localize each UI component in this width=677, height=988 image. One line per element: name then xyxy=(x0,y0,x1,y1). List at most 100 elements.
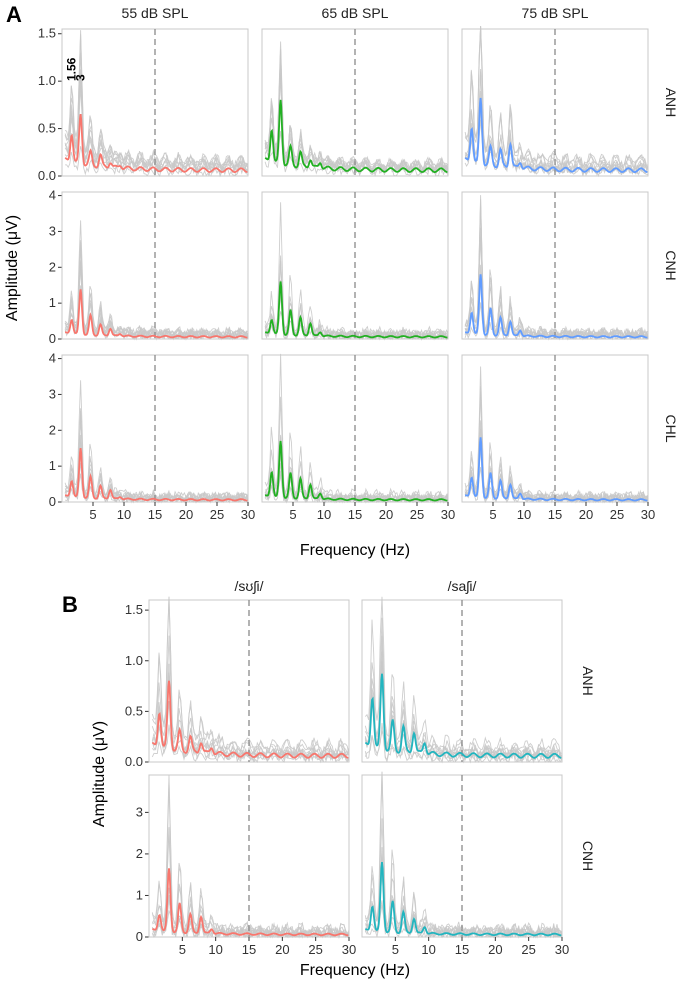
x-tick-label: 10 xyxy=(117,507,131,522)
y-tick-label: 1 xyxy=(136,887,143,902)
x-tick-label: 15 xyxy=(348,507,362,522)
individual-trace xyxy=(64,52,249,173)
panel-a-y-axis-title: Amplitude (μV) xyxy=(4,215,21,321)
strip-label-b-row-cnh: CNH xyxy=(580,841,596,871)
y-tick-label: 0 xyxy=(136,929,143,944)
individual-trace xyxy=(64,87,249,174)
facet-a-chl-65-db-spl xyxy=(261,353,449,504)
individual-trace xyxy=(364,596,563,755)
x-tick-label: 25 xyxy=(410,507,424,522)
individual-trace xyxy=(264,353,449,501)
y-tick-label: 0 xyxy=(49,494,56,509)
individual-trace xyxy=(151,596,350,756)
x-tick-label: 25 xyxy=(308,942,322,957)
y-tick-label: 3 xyxy=(49,223,56,238)
panel-a-x-axis-title: Frequency (Hz) xyxy=(300,542,410,559)
x-tick-label: 5 xyxy=(179,942,186,957)
peak-annotation: 1.56 xyxy=(65,57,79,81)
individual-trace xyxy=(364,729,562,764)
strip-label-b-row-anh: ANH xyxy=(580,666,596,696)
x-tick-label: 5 xyxy=(289,507,296,522)
y-tick-label: 0.0 xyxy=(125,754,143,769)
y-tick-label: 1 xyxy=(49,295,56,310)
x-tick-label: 20 xyxy=(379,507,393,522)
x-tick-label: 5 xyxy=(89,507,96,522)
y-tick-label: 1 xyxy=(49,458,56,473)
individual-trace xyxy=(464,26,649,171)
strip-label-b-col-1: /sʊʃi/ xyxy=(235,578,264,594)
facet-b-cnh-sa-i xyxy=(361,771,563,939)
individual-trace xyxy=(464,105,649,176)
mean-line xyxy=(464,274,648,339)
y-tick-label: 2 xyxy=(49,259,56,274)
x-tick-label: 25 xyxy=(610,507,624,522)
individual-trace xyxy=(264,54,449,174)
y-tick-label: 1.0 xyxy=(125,653,143,668)
facet-a-chl-55-db-spl xyxy=(61,354,249,504)
panel-b-letter: B xyxy=(62,592,78,617)
individual-trace xyxy=(364,904,563,939)
x-tick-label: 15 xyxy=(242,942,256,957)
y-tick-label: 1.5 xyxy=(38,26,56,41)
x-tick-label: 10 xyxy=(517,507,531,522)
facet-a-anh-65-db-spl xyxy=(261,28,449,177)
individual-trace xyxy=(464,195,649,340)
facet-b-anh-sa-i xyxy=(361,596,563,764)
panel-b-x-axis-title: Frequency (Hz) xyxy=(300,962,410,979)
x-tick-label: 20 xyxy=(488,942,502,957)
strip-label-a-col-3: 75 dB SPL xyxy=(522,5,589,21)
individual-trace xyxy=(64,240,249,340)
x-tick-label: 25 xyxy=(210,507,224,522)
individual-trace xyxy=(152,898,350,939)
y-tick-label: 0.5 xyxy=(38,121,56,136)
x-tick-label: 20 xyxy=(179,507,193,522)
y-tick-label: 2 xyxy=(136,846,143,861)
panel-a-letter: A xyxy=(6,2,22,27)
x-tick-label: 10 xyxy=(421,942,435,957)
facet-b-cnh-s-i xyxy=(148,774,350,939)
strip-label-a-row-cnh: CNH xyxy=(663,250,677,280)
mean-line xyxy=(64,289,248,339)
individual-trace xyxy=(65,146,249,178)
y-tick-label: 1.5 xyxy=(125,602,143,617)
mean-line xyxy=(151,680,349,759)
facet-a-cnh-75-db-spl xyxy=(461,191,649,341)
y-tick-label: 3 xyxy=(49,386,56,401)
y-tick-label: 0 xyxy=(49,331,56,346)
strip-label-a-col-1: 55 dB SPL xyxy=(122,5,189,21)
mean-line xyxy=(264,99,448,173)
strip-label-a-row-chl: CHL xyxy=(663,414,677,442)
x-tick-label: 10 xyxy=(208,942,222,957)
y-tick-label: 4 xyxy=(49,351,56,366)
x-tick-label: 15 xyxy=(548,507,562,522)
facet-b-anh-s-i xyxy=(148,596,350,764)
x-tick-label: 15 xyxy=(455,942,469,957)
strip-label-a-col-2: 65 dB SPL xyxy=(322,5,389,21)
mean-line xyxy=(152,868,349,937)
individual-trace xyxy=(152,829,350,939)
mean-line xyxy=(365,861,562,937)
mean-line xyxy=(264,281,448,339)
x-tick-label: 10 xyxy=(317,507,331,522)
x-tick-label: 20 xyxy=(579,507,593,522)
individual-trace xyxy=(264,434,449,504)
individual-trace xyxy=(64,30,249,169)
mean-line xyxy=(64,113,248,173)
x-tick-label: 30 xyxy=(555,942,569,957)
individual-trace xyxy=(264,261,449,341)
x-tick-label: 30 xyxy=(241,507,255,522)
mean-line xyxy=(464,437,648,502)
x-tick-label: 30 xyxy=(641,507,655,522)
facet-a-anh-55-db-spl: 1.563 xyxy=(61,28,249,178)
individual-trace xyxy=(464,68,649,174)
facet-a-chl-75-db-spl xyxy=(461,354,649,504)
panel-b-y-axis-title: Amplitude (μV) xyxy=(91,721,108,827)
individual-trace xyxy=(464,428,649,504)
individual-trace xyxy=(365,771,563,937)
mean-line xyxy=(464,97,648,173)
strip-label-b-col-2: /saʃi/ xyxy=(448,578,477,594)
x-tick-label: 5 xyxy=(392,942,399,957)
x-tick-label: 30 xyxy=(342,942,356,957)
y-tick-label: 0.5 xyxy=(125,703,143,718)
